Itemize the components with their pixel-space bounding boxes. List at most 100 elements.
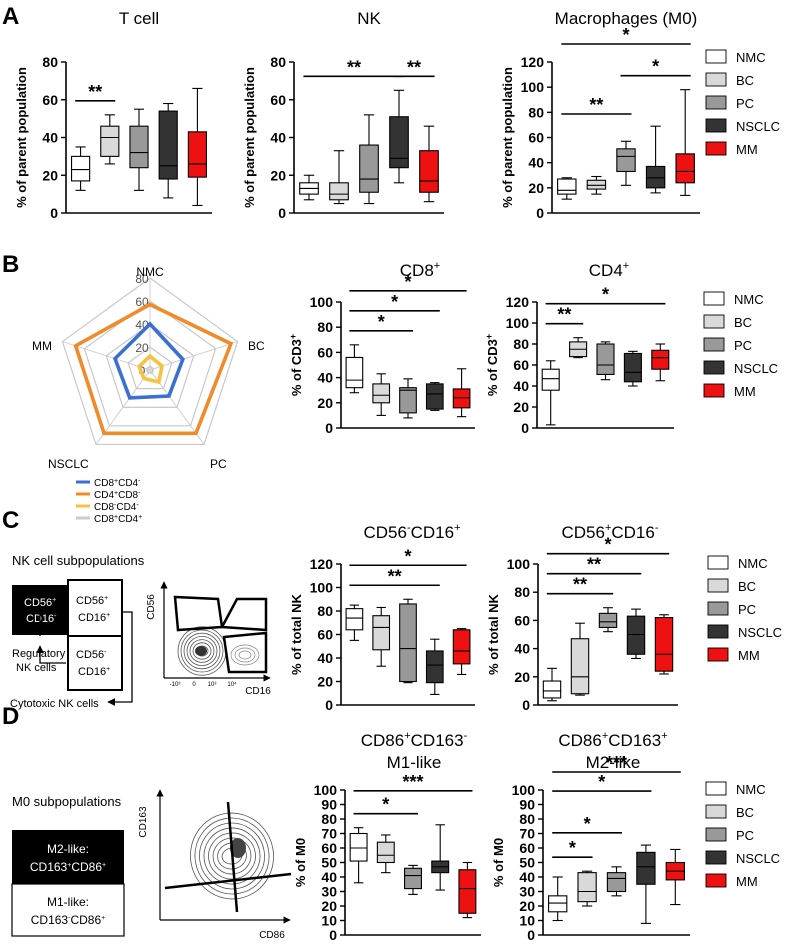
nk-contour-core	[195, 646, 207, 656]
box-iqr	[651, 349, 670, 370]
nk-contour-ring	[183, 632, 221, 670]
y-tick-label: 120	[506, 294, 530, 310]
legend-swatch-mm	[705, 873, 727, 888]
legend-label-bc: BC	[734, 315, 752, 330]
y-tick-label: 80	[317, 603, 333, 619]
legend-label-pc: PC	[736, 828, 754, 843]
legend-swatch-bc	[705, 804, 727, 819]
chart-title-main: CD8	[400, 261, 434, 280]
box-bc	[372, 606, 391, 667]
nk-gate-regulatory	[173, 595, 224, 632]
nk-box3-l2: CD16	[78, 666, 106, 678]
y-tick-label: 40	[321, 869, 337, 885]
chart-subtitle: M2-like	[586, 753, 641, 772]
m2-s2: +	[102, 862, 106, 869]
box-nsclc	[645, 125, 666, 194]
y-axis-label: % of M0	[491, 838, 506, 887]
y-tick-label: 0	[521, 420, 529, 436]
chart-title-mid: CD16	[411, 523, 454, 542]
box-pc	[616, 140, 636, 186]
chart-title-mid: CD163	[608, 731, 661, 750]
box-mm	[654, 614, 674, 675]
box-iqr	[425, 650, 444, 684]
legend-label-bc: BC	[736, 805, 754, 820]
y-tick-label: 80	[321, 811, 337, 827]
radar-tick-label: 80	[135, 272, 149, 286]
significance-label: *	[602, 285, 609, 305]
legend-label-nsclc: NSCLC	[736, 119, 780, 134]
m1-l2b: CD86	[70, 913, 101, 927]
radar-legend-sup2: -	[138, 478, 141, 485]
legend-swatch-nmc	[705, 49, 727, 64]
box-nmc	[548, 876, 568, 922]
y-tick-label: 70	[321, 826, 337, 842]
y-tick-label: 40	[270, 130, 286, 146]
legend-swatch-mm	[707, 647, 729, 662]
y-tick-label: 10	[519, 913, 535, 929]
radar-legend-label: CD4+CD8-	[94, 490, 141, 501]
radar-series-cd8cd4	[112, 321, 185, 400]
box-nmc	[70, 146, 91, 191]
box-bc	[586, 175, 607, 195]
legend-swatch-pc	[705, 827, 727, 842]
group-legend-d: NMC BC PC NSCLC MM	[705, 781, 780, 889]
nk-contour-ring	[192, 642, 212, 660]
radar-legend-mid: CD8	[118, 490, 138, 501]
legend-swatch-mm	[705, 141, 727, 156]
box-iqr	[372, 615, 391, 651]
nk-box3-s2: +	[106, 666, 110, 673]
significance-label: *	[382, 795, 389, 815]
nk-box1-s1: +	[52, 597, 56, 604]
m1-l2a: CD163	[31, 913, 69, 927]
significance-label: **	[557, 305, 571, 325]
chart-title: CD4+	[589, 260, 629, 280]
radar-axis-label: NMC	[136, 265, 164, 279]
m0-contour-ring	[190, 812, 274, 900]
chart-title: CD86+CD163+	[558, 730, 667, 750]
nk-cd56neg-cd16pos-box	[67, 635, 123, 691]
nk-tick-4: 10⁴	[227, 681, 237, 688]
chart-title-sup: +	[602, 730, 608, 742]
box-bc	[577, 870, 597, 907]
nk-reg-l1: Regulatory	[12, 648, 66, 660]
legend-label-nsclc: NSCLC	[734, 361, 778, 376]
y-axis-label: % of parent population	[500, 67, 515, 208]
y-axis-label-sup: +	[288, 334, 298, 339]
chart-m1-like: CD86+CD163- M1-like 0102030405060708090100…	[293, 730, 481, 943]
y-tick-label: 80	[528, 104, 544, 120]
box-iqr	[598, 612, 618, 628]
box-nsclc	[623, 350, 642, 387]
y-axis-label: % of M0	[293, 838, 308, 887]
m0-flow-contours	[190, 812, 274, 900]
significance-label: ***	[606, 753, 627, 773]
box-pc	[399, 378, 417, 419]
y-tick-label: 0	[50, 205, 58, 221]
significance-label: *	[604, 535, 611, 555]
y-axis-label: % of CD3+	[484, 334, 500, 396]
significance-label: ***	[402, 772, 423, 792]
y-tick-label: 80	[42, 54, 58, 70]
significance-label: **	[407, 57, 421, 77]
radar-legend-mid: CD4	[118, 514, 138, 525]
y-tick-label: 40	[519, 869, 535, 885]
box-iqr	[675, 153, 695, 184]
nk-box1-l1: CD56	[24, 597, 52, 609]
y-tick-label: 100	[310, 580, 334, 596]
chart-title-sup2: -	[655, 522, 659, 534]
y-tick-label: 60	[42, 92, 58, 108]
y-tick-label: 80	[270, 54, 286, 70]
radar-legend-sup2: -	[136, 502, 139, 509]
y-tick-label: 100	[310, 294, 334, 310]
box-iqr	[389, 116, 409, 169]
m2-l2b: CD86	[71, 860, 102, 874]
significance-label: **	[589, 95, 603, 115]
box-iqr	[452, 629, 471, 665]
y-tick-label: 60	[317, 627, 333, 643]
box-iqr	[541, 368, 560, 391]
y-tick-label: 20	[519, 898, 535, 914]
m1-s2: +	[101, 915, 105, 922]
chart-title-main: CD86	[558, 731, 601, 750]
box-pc	[596, 341, 615, 381]
